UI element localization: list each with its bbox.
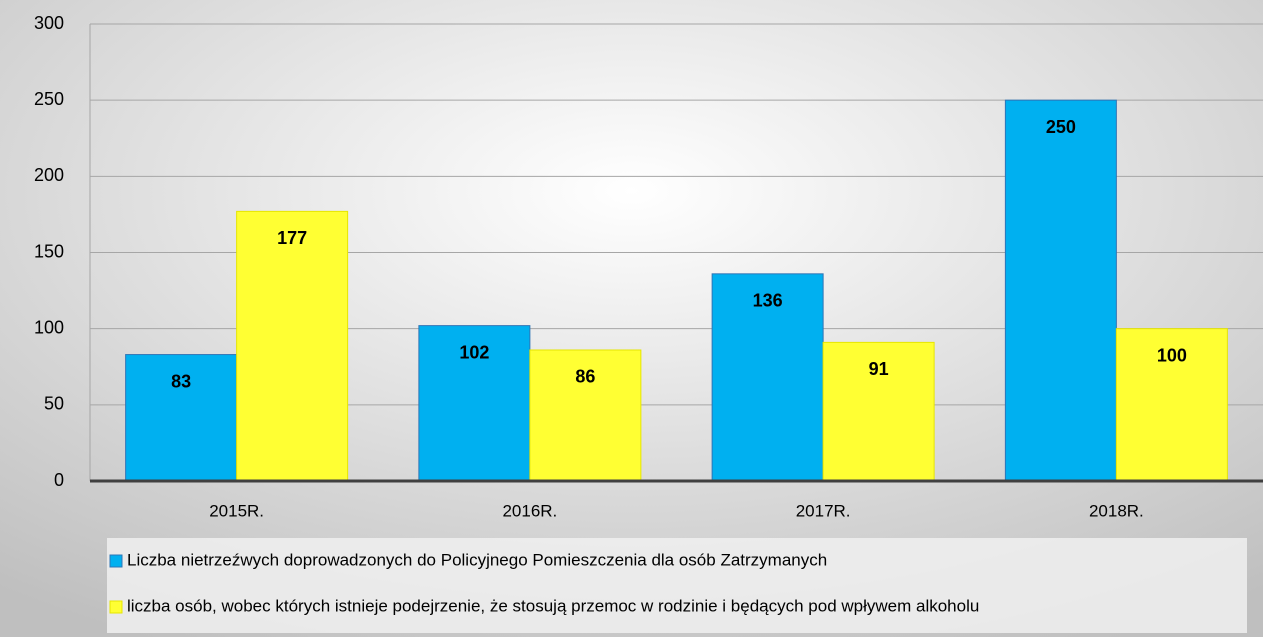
x-tick-label: 2016R. [502, 501, 557, 520]
legend-box [107, 538, 1247, 633]
x-tick-label: 2018R. [1089, 501, 1144, 520]
legend-label: liczba osób, wobec których istnieje pode… [127, 596, 979, 615]
x-tick-label: 2017R. [796, 501, 851, 520]
y-tick-label: 50 [44, 394, 64, 414]
bar [822, 341, 935, 482]
legend-marker [109, 554, 123, 568]
y-tick-label: 100 [34, 317, 64, 337]
y-tick-label: 0 [54, 470, 64, 490]
data-label: 91 [869, 359, 889, 379]
data-label: 177 [277, 228, 307, 248]
data-label: 250 [1046, 117, 1076, 137]
bar [1004, 99, 1117, 482]
data-label: 102 [459, 342, 489, 362]
data-label: 100 [1157, 345, 1187, 365]
y-tick-label: 250 [34, 89, 64, 109]
y-tick-label: 150 [34, 241, 64, 261]
legend-label: Liczba nietrzeźwych doprowadzonych do Po… [127, 550, 827, 569]
x-tick-label: 2015R. [209, 501, 264, 520]
y-tick-label: 200 [34, 165, 64, 185]
y-tick-label: 300 [34, 13, 64, 33]
bar [1115, 328, 1228, 482]
bar [236, 210, 349, 482]
data-label: 83 [171, 371, 191, 391]
data-label: 136 [753, 291, 783, 311]
legend-marker [109, 600, 123, 614]
data-label: 86 [575, 367, 595, 387]
bar [529, 349, 642, 482]
